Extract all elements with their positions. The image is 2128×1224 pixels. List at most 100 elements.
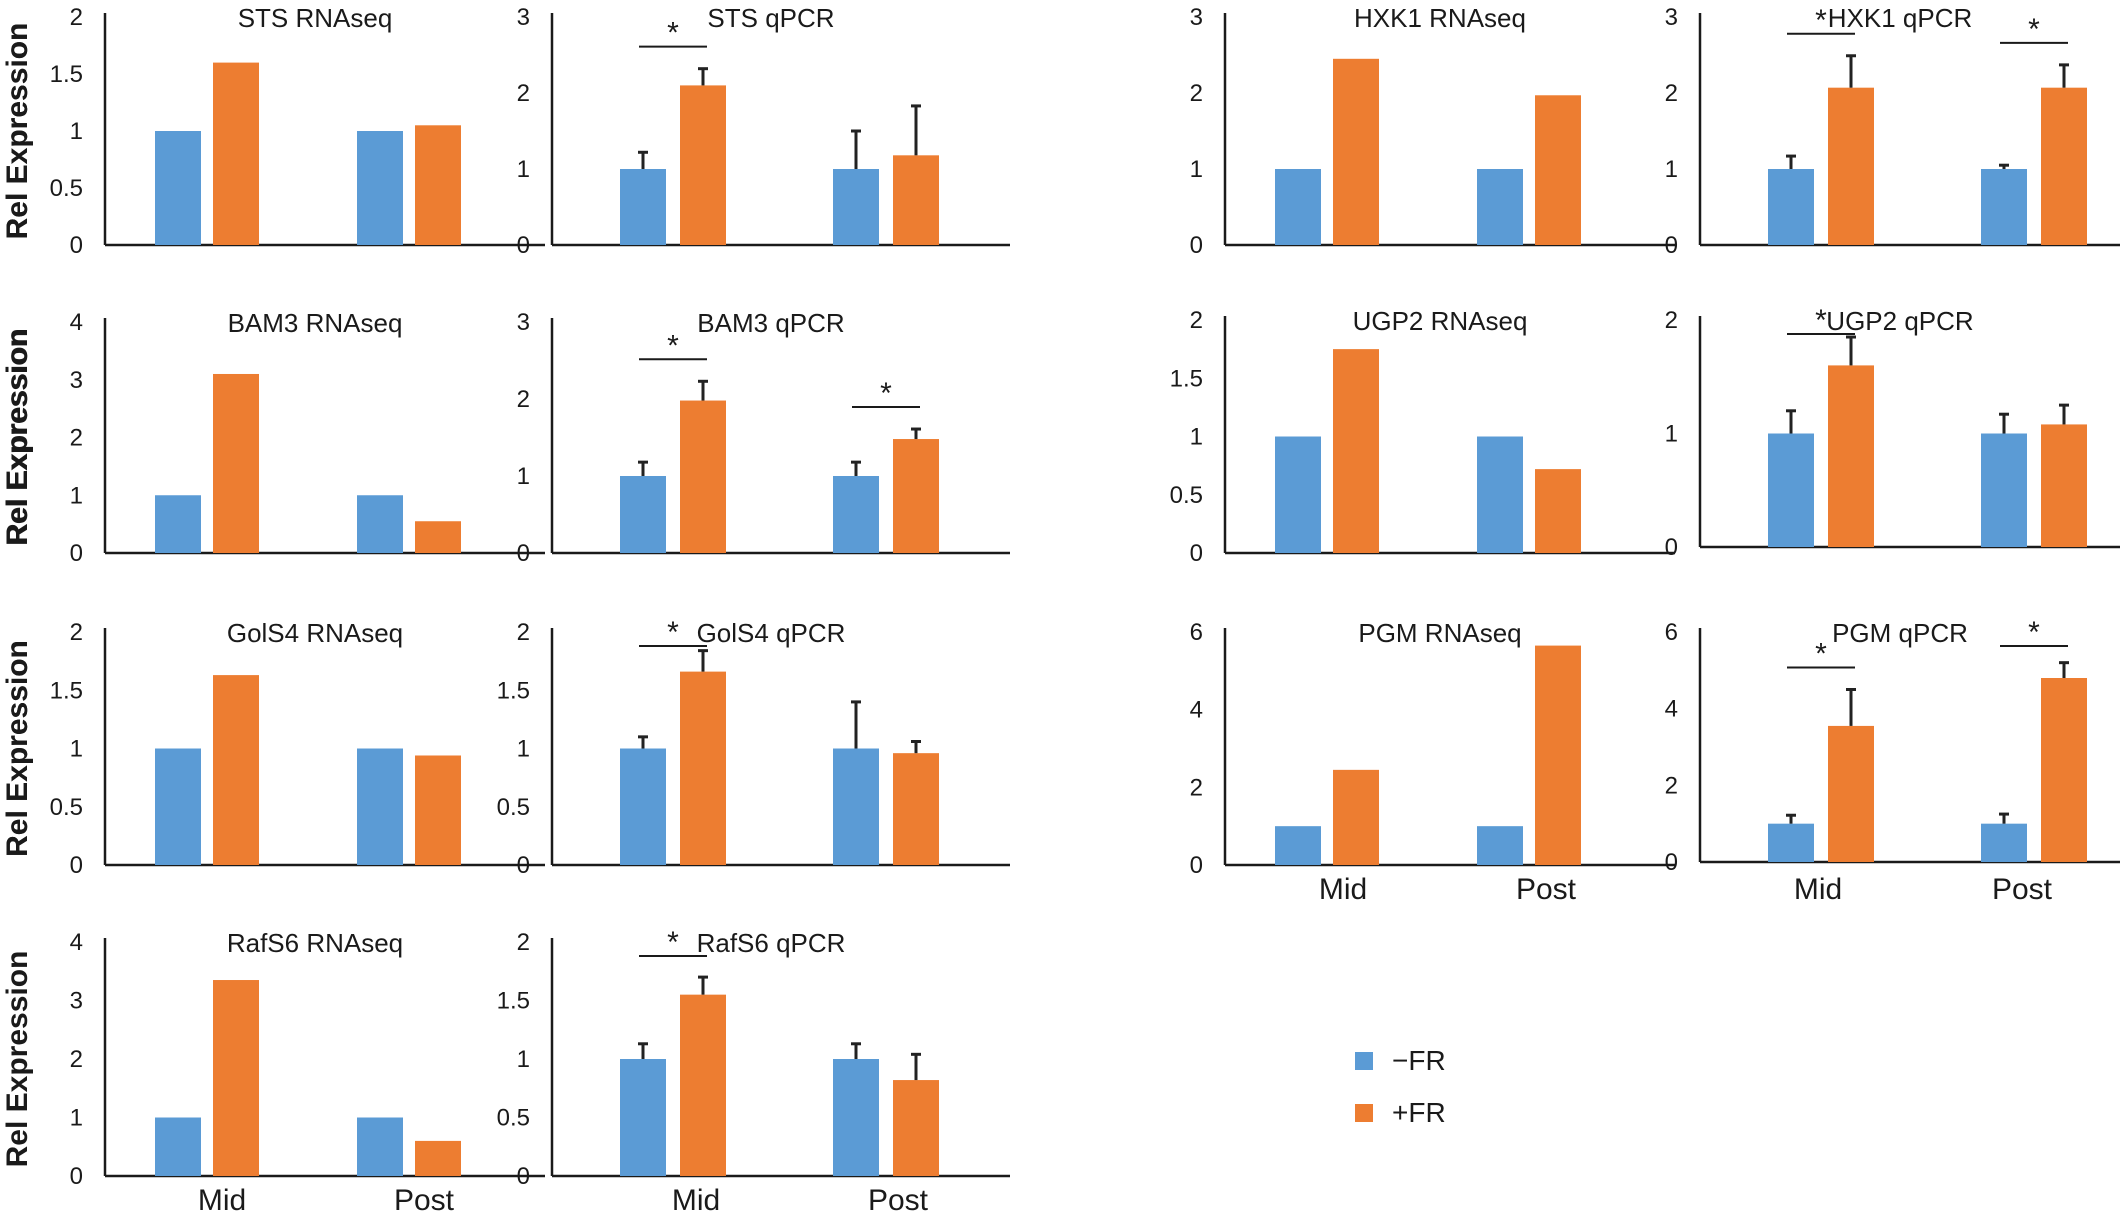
significance-star: * <box>1815 638 1827 671</box>
bar-post-minus-fr <box>1981 433 2027 547</box>
bar-mid-plus-fr <box>1828 87 1874 246</box>
significance-star: * <box>1815 4 1827 37</box>
bar-mid-minus-fr <box>620 748 666 865</box>
bar-post-minus-fr <box>833 748 879 865</box>
y-tick-label: 2 <box>517 619 530 646</box>
y-tick-label: 2 <box>1665 772 1678 799</box>
y-tick-label: 1.5 <box>50 677 83 704</box>
category-label-post: Post <box>868 1184 929 1217</box>
y-tick-label: 0 <box>517 1163 530 1190</box>
chart-gols4-rnaseq: 0 0.5 1 1.5 2 GolS4 RNAseq Rel Expression <box>1 618 545 879</box>
bar-mid-minus-fr <box>155 748 201 865</box>
y-tick-label: 0.5 <box>497 794 530 821</box>
chart-title: BAM3 qPCR <box>697 308 844 338</box>
significance-star: * <box>667 926 679 959</box>
bar-post-minus-fr <box>357 131 403 245</box>
y-tick-label: 2 <box>1665 80 1678 107</box>
y-tick-label: 0.5 <box>497 1105 530 1132</box>
chart-bam3-qpcr: 0 1 2 3 BAM3 qPCR * * <box>517 308 1010 567</box>
y-tick-label: 4 <box>70 929 83 956</box>
chart-title: BAM3 RNAseq <box>228 308 403 338</box>
y-tick-label: 2 <box>70 619 83 646</box>
y-tick-label: 4 <box>1190 697 1203 724</box>
y-axis-label: Rel Expression <box>1 23 34 240</box>
chart-title: PGM qPCR <box>1832 618 1968 648</box>
bar-mid-plus-fr <box>1828 725 1874 862</box>
y-tick-label: 2 <box>70 4 83 31</box>
y-tick-label: 3 <box>517 4 530 31</box>
bar-mid-minus-fr <box>155 131 201 245</box>
category-label-post: Post <box>1516 873 1577 906</box>
y-tick-label: 1 <box>517 1046 530 1073</box>
significance-star: * <box>667 616 679 649</box>
y-tick-label: 1.5 <box>1170 365 1203 392</box>
category-label-mid: Mid <box>1319 873 1367 906</box>
y-axis-label: Rel Expression <box>1 23 34 240</box>
category-labels: Mid Post Mid Post Mid Post Mid Post <box>198 873 2053 1217</box>
chart-panels: 0 0.5 1 1.5 2 STS RNAseq Rel Expression 0 1 2 3 STS… <box>1 3 2120 1190</box>
y-tick-label: 1 <box>70 482 83 509</box>
bar-mid-minus-fr <box>620 169 666 245</box>
y-tick-label: 1 <box>517 736 530 763</box>
chart-pgm-rnaseq: 0 2 4 6 PGM RNAseq Rel Expression <box>1 618 1675 879</box>
y-tick-label: 1.5 <box>50 61 83 88</box>
bar-mid-plus-fr <box>680 671 726 865</box>
bar-mid-plus-fr <box>680 400 726 553</box>
bar-post-minus-fr <box>1981 169 2027 245</box>
legend: −FR +FR <box>1355 1045 1446 1128</box>
y-tick-label: 3 <box>517 309 530 336</box>
bar-mid-minus-fr <box>1768 169 1814 245</box>
bar-post-plus-fr <box>893 155 939 245</box>
y-tick-label: 0.5 <box>50 175 83 202</box>
y-axis-label: Rel Expression <box>1 328 34 545</box>
y-tick-label: 0 <box>1190 852 1203 879</box>
bar-post-plus-fr <box>2041 87 2087 246</box>
bar-post-plus-fr <box>893 439 939 553</box>
category-label-post: Post <box>394 1184 455 1217</box>
bar-mid-minus-fr <box>1768 433 1814 547</box>
bar-mid-minus-fr <box>1275 436 1321 553</box>
y-tick-label: 1 <box>517 463 530 490</box>
y-tick-label: 2 <box>517 386 530 413</box>
y-tick-label: 1 <box>1665 421 1678 448</box>
y-tick-label: 0.5 <box>1170 482 1203 509</box>
y-tick-label: 0 <box>1665 534 1678 561</box>
chart-title: UGP2 qPCR <box>1826 306 1973 336</box>
bar-post-plus-fr <box>415 125 461 245</box>
y-tick-label: 3 <box>1665 4 1678 31</box>
y-tick-label: 1 <box>517 156 530 183</box>
y-tick-label: 0 <box>70 852 83 879</box>
bar-post-minus-fr <box>357 1117 403 1176</box>
chart-hxk1-rnaseq: 0 1 2 3 HXK1 RNAseq Rel Expression <box>1 3 1675 259</box>
chart-title: STS qPCR <box>707 3 834 33</box>
bar-post-plus-fr <box>893 1080 939 1176</box>
bar-post-minus-fr <box>1477 826 1523 865</box>
chart-rafs6-rnaseq: 0 1 2 3 4 RafS6 RNAseq Rel Expression <box>1 928 545 1190</box>
chart-title: RafS6 RNAseq <box>227 928 403 958</box>
bar-post-minus-fr <box>1477 436 1523 553</box>
bar-mid-plus-fr <box>1333 58 1379 245</box>
y-tick-label: 2 <box>1190 774 1203 801</box>
chart-title: GolS4 RNAseq <box>227 618 403 648</box>
bar-post-minus-fr <box>833 476 879 553</box>
bar-mid-minus-fr <box>620 1059 666 1176</box>
bar-post-plus-fr <box>2041 424 2087 547</box>
bar-mid-plus-fr <box>680 85 726 246</box>
bar-post-plus-fr <box>1535 469 1581 553</box>
y-tick-label: 1.5 <box>497 677 530 704</box>
category-label-mid: Mid <box>1794 873 1842 906</box>
y-tick-label: 2 <box>1190 307 1203 334</box>
y-tick-label: 0 <box>70 232 83 259</box>
chart-title: HXK1 qPCR <box>1828 3 1973 33</box>
legend-label-minus-fr: −FR <box>1392 1045 1446 1076</box>
y-tick-label: 3 <box>1190 4 1203 31</box>
significance-star: * <box>880 377 892 410</box>
y-tick-label: 0 <box>70 1163 83 1190</box>
y-tick-label: 4 <box>1665 696 1678 723</box>
chart-title: HXK1 RNAseq <box>1354 3 1526 33</box>
chart-title: STS RNAseq <box>238 3 393 33</box>
y-tick-label: 1 <box>70 1105 83 1132</box>
y-tick-label: 2 <box>70 1046 83 1073</box>
